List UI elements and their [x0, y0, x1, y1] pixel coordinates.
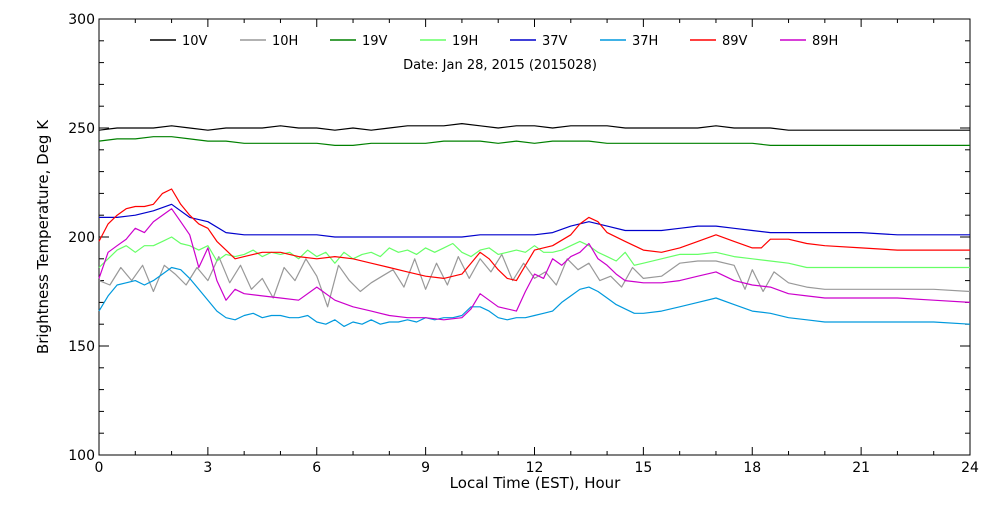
- legend-label-37h: 37H: [632, 34, 658, 49]
- axis-ticks: 0 3 6 9 12 15 18 21 24 100 150 200 250 300: [68, 12, 979, 476]
- x-tick-label: 0: [95, 460, 104, 476]
- x-axis-label: Local Time (EST), Hour: [450, 474, 621, 492]
- series-line-89h: [98, 208, 971, 321]
- series-line-37v: [99, 203, 970, 238]
- y-axis-label: Brightness Temperature, Deg K: [34, 119, 52, 354]
- legend: 10V 10H 19V 19H 37V 37H 89V 89H: [150, 34, 838, 49]
- x-tick-label: 21: [852, 460, 870, 476]
- legend-label-89v: 89V: [722, 34, 748, 49]
- legend-label-19v: 19V: [362, 34, 388, 49]
- series-line-10v: [98, 122, 970, 131]
- legend-label-19h: 19H: [452, 34, 478, 49]
- legend-label-37v: 37V: [542, 34, 568, 49]
- legend-label-89h: 89H: [812, 34, 838, 49]
- legend-label-10h: 10H: [272, 34, 298, 49]
- plot-frame: [98, 18, 971, 456]
- x-tick-label: 15: [634, 460, 652, 476]
- y-tick-label: 250: [68, 121, 95, 137]
- y-tick-label: 300: [68, 12, 95, 28]
- series-line-89v: [98, 188, 970, 282]
- x-tick-label: 3: [203, 460, 212, 476]
- x-tick-label: 9: [421, 460, 430, 476]
- x-tick-label: 12: [526, 460, 544, 476]
- chart-subtitle: Date: Jan 28, 2015 (2015028): [403, 58, 597, 73]
- legend-label-10v: 10V: [182, 34, 208, 49]
- series-line-37h: [98, 266, 971, 327]
- y-tick-label: 150: [68, 339, 95, 355]
- series-lines: [98, 122, 971, 327]
- x-tick-label: 24: [961, 460, 979, 476]
- series-line-19h: [98, 236, 970, 269]
- series-line-10h: [98, 253, 971, 308]
- series-line-19v: [98, 136, 970, 146]
- y-tick-label: 100: [68, 448, 95, 464]
- x-tick-label: 18: [743, 460, 761, 476]
- y-tick-label: 200: [68, 230, 95, 246]
- x-tick-label: 6: [312, 460, 321, 476]
